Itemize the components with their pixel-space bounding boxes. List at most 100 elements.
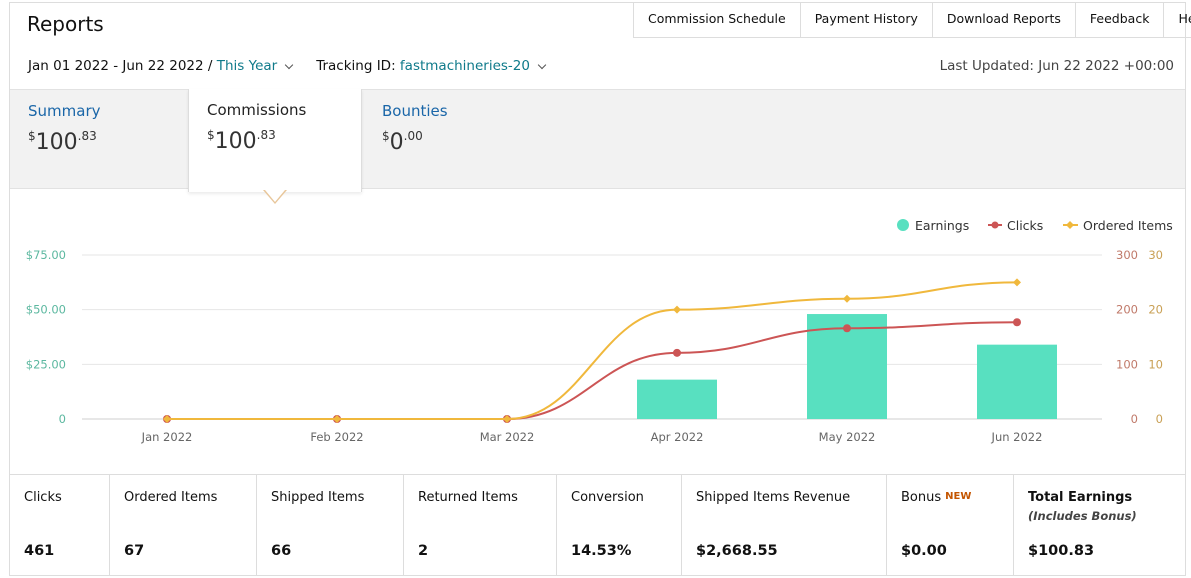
amount-whole: 100 [35, 130, 78, 155]
tab-summary[interactable]: Summary $100.83 [10, 90, 188, 190]
amount-whole: 0 [389, 130, 404, 155]
stat-shipped-items-revenue: Shipped Items Revenue $2,668.55 [682, 475, 887, 575]
stat-sublabel: (Includes Bonus) [1028, 509, 1137, 523]
stat-clicks: Clicks 461 [10, 475, 110, 575]
stat-label: Returned Items [418, 490, 518, 505]
tab-bounties-amount: $0.00 [382, 129, 516, 155]
clicks-point [1013, 318, 1021, 327]
y-axis-ordered-tick: 0 [1156, 412, 1163, 426]
stat-label: Bonus NEW [901, 490, 1001, 505]
earnings-chart: 0 0 0 $25.00 100 10 $50.00 200 20 $75.00 300 30 Jan … [26, 218, 1173, 444]
y-axis-ordered-tick: 20 [1148, 303, 1163, 317]
ordered-items-point [333, 415, 341, 423]
stat-value: $2,668.55 [696, 543, 778, 559]
legend-clicks-marker [991, 221, 999, 229]
x-axis-tick: Apr 2022 [651, 430, 704, 444]
stat-value: $100.83 [1028, 543, 1095, 559]
stat-value: $0.00 [901, 543, 947, 559]
x-axis-tick: Mar 2022 [480, 430, 535, 444]
stat-returned-items: Returned Items 2 [404, 475, 557, 575]
report-filters: Jan 01 2022 - Jun 22 2022 / This Year Tr… [28, 58, 553, 74]
stat-label: Shipped Items Revenue [696, 490, 851, 505]
tab-bounties[interactable]: Bounties $0.00 [364, 90, 534, 190]
date-range-text: Jan 01 2022 - Jun 22 2022 / [28, 58, 213, 74]
currency-symbol: $ [382, 129, 390, 143]
x-axis-tick: Jan 2022 [141, 430, 193, 444]
y-axis-clicks-tick: 200 [1116, 303, 1138, 317]
tab-commissions-label: Commissions [207, 101, 307, 119]
amount-cents: .00 [403, 129, 423, 143]
ordered-items-point [163, 415, 171, 423]
report-tabs: Summary $100.83 Commissions $100.83 Boun… [10, 89, 1185, 192]
tab-bounties-label: Bounties [382, 102, 448, 120]
stat-ordered-items: Ordered Items 67 [110, 475, 257, 575]
clicks-point [843, 324, 851, 333]
tab-summary-label: Summary [28, 102, 101, 120]
period-dropdown[interactable]: This Year [216, 58, 278, 74]
tracking-id-dropdown[interactable]: fastmachineries-20 [399, 58, 530, 74]
stat-value: 67 [124, 543, 145, 559]
bonus-label: Bonus [901, 490, 942, 505]
y-axis-clicks-tick: 300 [1116, 248, 1138, 262]
ordered-items-line [167, 281, 1018, 420]
help-button[interactable]: Help [1178, 11, 1191, 26]
download-reports-button[interactable]: Download Reports [933, 2, 1076, 38]
stat-label: Conversion [571, 490, 644, 505]
stat-shipped-items: Shipped Items 66 [257, 475, 404, 575]
ordered-items-point [503, 415, 511, 423]
clicks-point [673, 348, 681, 357]
stat-label: Total Earnings [1028, 490, 1133, 505]
chevron-down-icon[interactable] [537, 60, 547, 69]
legend-ordered-marker [1066, 221, 1074, 229]
stat-label: Clicks [24, 490, 62, 505]
legend-earnings-label: Earnings [915, 218, 969, 233]
legend-earnings-marker [897, 219, 909, 231]
commission-schedule-button[interactable]: Commission Schedule [634, 2, 801, 38]
tab-commissions-amount: $100.83 [207, 128, 343, 154]
payment-history-button[interactable]: Payment History [801, 2, 933, 38]
y-axis-left-tick: $25.00 [26, 357, 66, 371]
y-axis-left-tick: 0 [59, 412, 66, 426]
page-title: Reports [27, 12, 104, 36]
last-updated-text: Last Updated: Jun 22 2022 +00:00 [939, 58, 1174, 74]
stat-value: 66 [271, 543, 292, 559]
chevron-down-icon[interactable] [284, 60, 294, 69]
tab-summary-amount: $100.83 [28, 129, 170, 155]
ordered-items-point [843, 294, 851, 303]
stat-conversion: Conversion 14.53% [557, 475, 682, 575]
tab-commissions[interactable]: Commissions $100.83 [188, 89, 362, 192]
x-axis-tick: Feb 2022 [310, 430, 363, 444]
stat-value: 2 [418, 543, 429, 559]
earnings-bar [637, 379, 717, 419]
ordered-items-point [673, 305, 681, 314]
y-axis-clicks-tick: 0 [1131, 412, 1138, 426]
y-axis-left-tick: $75.00 [26, 248, 66, 262]
y-axis-ordered-tick: 30 [1148, 248, 1163, 262]
feedback-button[interactable]: Feedback [1076, 2, 1165, 38]
clicks-line [167, 321, 1018, 420]
amount-cents: .83 [77, 129, 97, 143]
stat-value: 14.53% [571, 543, 632, 559]
y-axis-ordered-tick: 10 [1148, 357, 1163, 371]
new-badge: NEW [945, 491, 972, 502]
earnings-bar [977, 344, 1057, 419]
ordered-items-point [1013, 278, 1021, 287]
amount-cents: .83 [256, 128, 276, 142]
stats-bar: Clicks 461 Ordered Items 67 Shipped Item… [10, 474, 1185, 575]
stat-total-earnings: Total Earnings (Includes Bonus) $100.83 [1014, 475, 1185, 575]
x-axis-tick: May 2022 [819, 430, 876, 444]
x-axis-tick: Jun 2022 [991, 430, 1043, 444]
currency-symbol: $ [28, 129, 36, 143]
y-axis-clicks-tick: 100 [1116, 357, 1138, 371]
active-tab-pointer-fill [265, 190, 285, 202]
stat-value: 461 [24, 543, 55, 559]
stat-label: Shipped Items [271, 490, 365, 505]
amount-whole: 100 [214, 129, 257, 154]
stat-bonus: Bonus NEW $0.00 [887, 475, 1014, 575]
currency-symbol: $ [207, 128, 215, 142]
legend-ordered-label: Ordered Items [1083, 218, 1173, 233]
stat-label: Ordered Items [124, 490, 218, 505]
tracking-id-label: Tracking ID: [316, 58, 396, 74]
top-navigation: Commission Schedule Payment History Down… [633, 2, 1191, 38]
y-axis-left-tick: $50.00 [26, 303, 66, 317]
